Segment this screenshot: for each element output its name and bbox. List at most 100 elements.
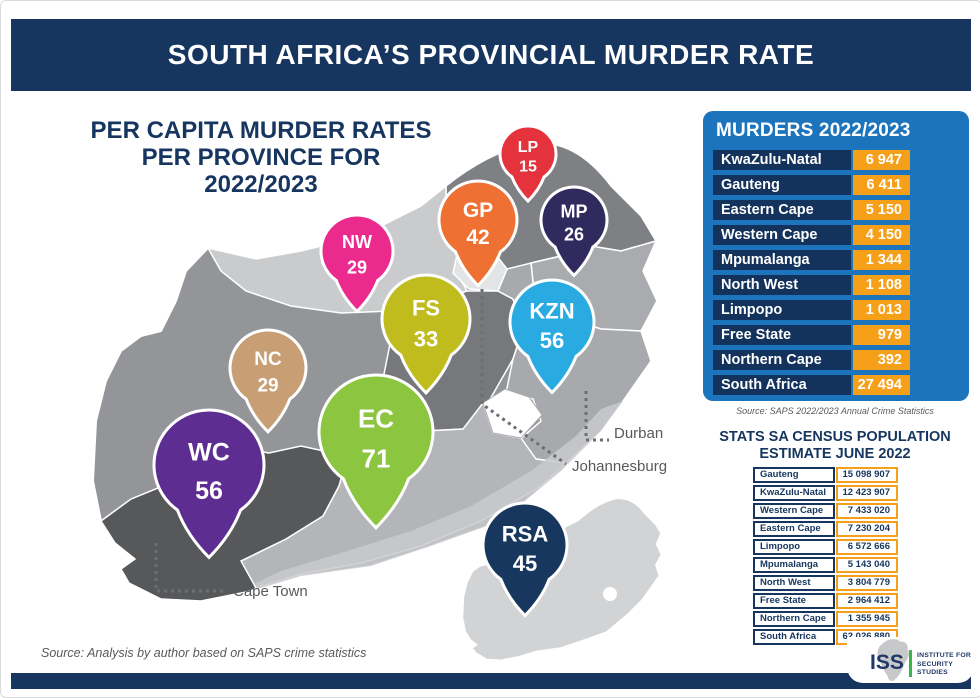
census-value: 3 804 779	[836, 575, 898, 591]
murders-row: North West 1 108	[713, 275, 969, 295]
census-province-label: Gauteng	[753, 467, 835, 483]
pin-nc-value: 29	[257, 376, 278, 397]
pin-nc-marker	[228, 328, 308, 434]
census-row: Free State 2 964 412	[753, 593, 898, 609]
pin-kzn-value: 56	[540, 328, 564, 353]
murders-row: Free State 979	[713, 325, 969, 345]
inset-lesotho	[603, 587, 617, 601]
census-province-label: KwaZulu-Natal	[753, 485, 835, 501]
pin-fs-value: 33	[414, 326, 438, 351]
census-province-label: South Africa	[753, 629, 835, 645]
census-row: Northern Cape 1 355 945	[753, 611, 898, 627]
census-value: 15 098 907	[836, 467, 898, 483]
census-province-label: Limpopo	[753, 539, 835, 555]
pin-wc-value: 56	[195, 477, 223, 505]
pin-ec-value: 71	[362, 443, 391, 473]
census-row: Limpopo 6 572 666	[753, 539, 898, 555]
murders-value: 4 150	[853, 225, 910, 245]
pin-gp-code: GP	[463, 199, 493, 222]
pin-mp: MP 26	[539, 185, 609, 278]
city-label-johannesburg: Johannesburg	[572, 458, 668, 475]
murders-row: Western Cape 4 150	[713, 225, 969, 245]
murders-row: KwaZulu-Natal 6 947	[713, 150, 969, 170]
durban-connector	[584, 391, 609, 442]
pin-nw: NW 29	[319, 213, 395, 314]
pin-rsa-code: RSA	[502, 522, 549, 547]
murders-value: 392	[853, 350, 910, 370]
murders-province-label: Western Cape	[713, 225, 851, 245]
pin-ec-marker	[317, 373, 435, 530]
murders-value: 979	[853, 325, 910, 345]
murders-value: 27 494	[853, 375, 910, 395]
pin-wc-code: WC	[188, 439, 230, 467]
pin-kzn-marker	[508, 278, 596, 395]
murders-province-label: Gauteng	[713, 175, 851, 195]
iss-name-line2: SECURITY STUDIES	[917, 660, 953, 677]
title-bar: SOUTH AFRICA’S PROVINCIAL MURDER RATE	[11, 19, 971, 91]
city-label-cape-town: Cape Town	[233, 583, 308, 600]
pin-lp-marker	[498, 124, 558, 204]
murders-province-label: KwaZulu-Natal	[713, 150, 851, 170]
pin-rsa-value: 45	[513, 551, 537, 576]
census-row: North West 3 804 779	[753, 575, 898, 591]
census-row: KwaZulu-Natal 12 423 907	[753, 485, 898, 501]
city-label-durban: Durban	[614, 425, 664, 442]
murders-value: 5 150	[853, 200, 910, 220]
province-pins: NW 29 LP 15 GP 42 MP 26 NC 29 FS 33 KZN 56 EC 71 WC 56 RSA…	[152, 124, 609, 618]
murders-value: 6 947	[853, 150, 910, 170]
pin-mp-marker	[539, 185, 609, 278]
pin-gp: GP 42	[437, 179, 519, 288]
pin-kzn-code: KZN	[529, 299, 574, 324]
murders-province-label: Limpopo	[713, 300, 851, 320]
pin-lp: LP 15	[498, 124, 558, 204]
murders-value: 1 108	[853, 275, 910, 295]
murders-row: South Africa 27 494	[713, 375, 969, 395]
census-value: 12 423 907	[836, 485, 898, 501]
census-value: 7 433 020	[836, 503, 898, 519]
pin-gp-value: 42	[466, 226, 489, 249]
census-province-label: Mpumalanga	[753, 557, 835, 573]
pin-wc: WC 56	[152, 408, 266, 560]
south-africa-map: NW 29 LP 15 GP 42 MP 26 NC 29 FS 33 KZN 56 EC 71 WC 56 RSA…	[1, 91, 701, 661]
murders-row: Eastern Cape 5 150	[713, 200, 969, 220]
pin-nw-code: NW	[342, 232, 372, 252]
murders-row: Gauteng 6 411	[713, 175, 969, 195]
census-row: Western Cape 7 433 020	[753, 503, 898, 519]
murders-province-label: South Africa	[713, 375, 851, 395]
murders-province-label: Eastern Cape	[713, 200, 851, 220]
pin-rsa-marker	[481, 501, 569, 618]
page-title: SOUTH AFRICA’S PROVINCIAL MURDER RATE	[167, 39, 815, 70]
iss-logo: ISS INSTITUTE FOR SECURITY STUDIES	[847, 637, 974, 683]
murders-row: Northern Cape 392	[713, 350, 969, 370]
census-province-label: Free State	[753, 593, 835, 609]
census-value: 6 572 666	[836, 539, 898, 555]
census-value: 7 230 204	[836, 521, 898, 537]
census-row: Gauteng 15 098 907	[753, 467, 898, 483]
pin-rsa: RSA 45	[481, 501, 569, 618]
pin-ec-code: EC	[358, 403, 394, 433]
murders-value: 1 013	[853, 300, 910, 320]
census-value: 2 964 412	[836, 593, 898, 609]
murders-row: Mpumalanga 1 344	[713, 250, 969, 270]
iss-abbr: ISS	[870, 651, 904, 674]
census-province-label: Northern Cape	[753, 611, 835, 627]
subtitle-line1: PER CAPITA MURDER RATES	[90, 117, 432, 144]
census-province-label: North West	[753, 575, 835, 591]
murders-table: KwaZulu-Natal 6 947 Gauteng 6 411 Eastern Ca…	[713, 150, 969, 395]
cape-town-connector	[154, 543, 227, 593]
murders-row: Limpopo 1 013	[713, 300, 969, 320]
murders-province-label: Mpumalanga	[713, 250, 851, 270]
pin-nw-value: 29	[347, 257, 367, 277]
iss-name: INSTITUTE FOR SECURITY STUDIES	[917, 652, 974, 678]
bottom-bar	[11, 673, 971, 689]
pin-mp-value: 26	[564, 224, 584, 244]
murders-province-label: Northern Cape	[713, 350, 851, 370]
murders-panel-title: MURDERS 2022/2023	[716, 120, 911, 141]
pin-nw-marker	[319, 213, 395, 314]
census-title-line2: ESTIMATE JUNE 2022	[759, 445, 911, 462]
pin-lp-value: 15	[519, 158, 537, 175]
lesotho	[482, 388, 543, 439]
census-title: STATS SA CENSUS POPULATION ESTIMATE JUNE…	[699, 429, 971, 462]
census-province-label: Western Cape	[753, 503, 835, 519]
